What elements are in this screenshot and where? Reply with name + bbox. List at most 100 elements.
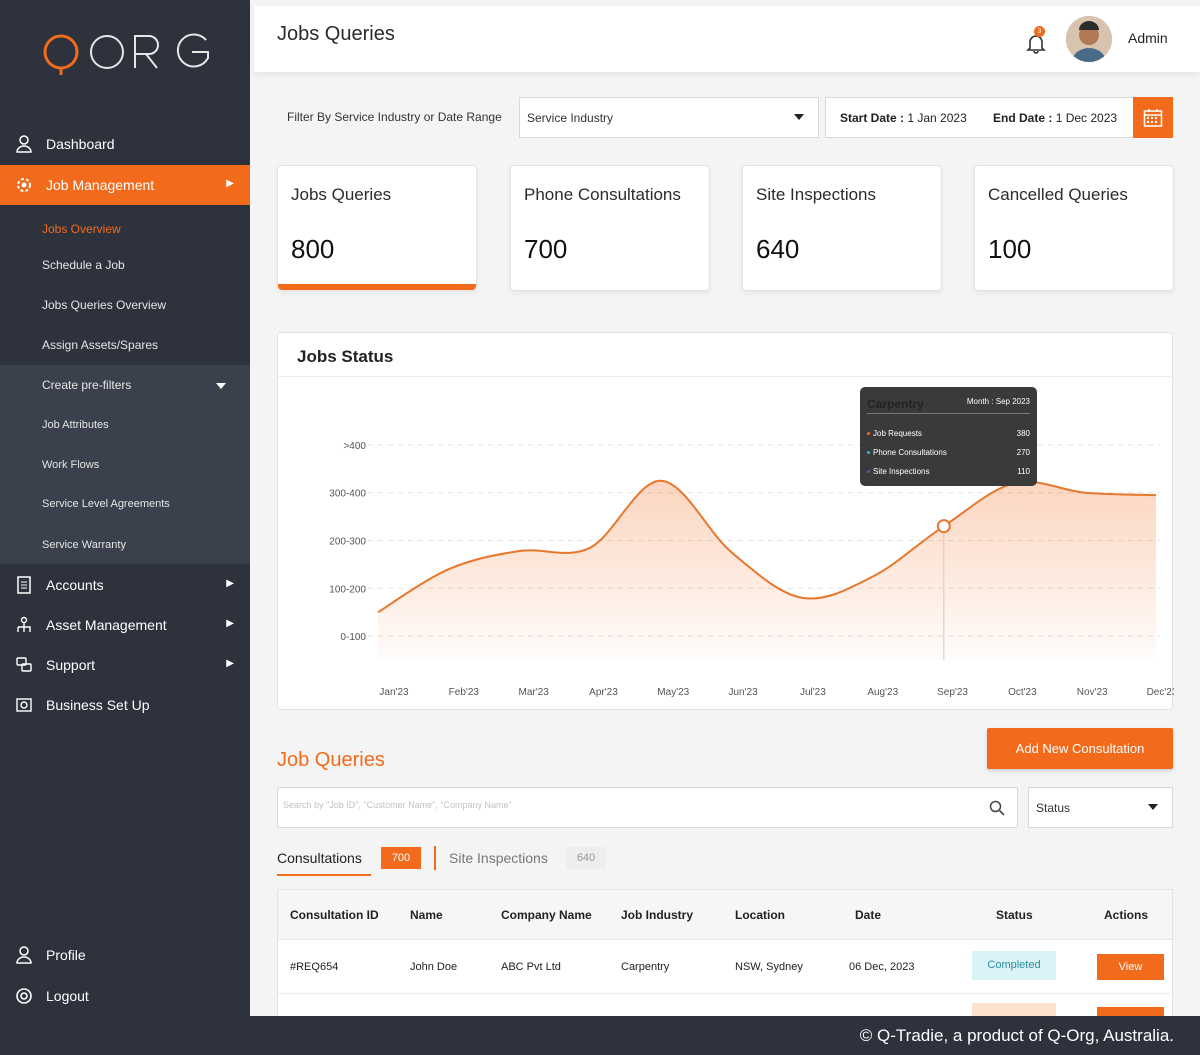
x-tick-label: Jul'23	[800, 687, 826, 698]
user-icon	[14, 134, 34, 154]
x-tick-label: Jun'23	[729, 687, 759, 698]
sidebar-item-label: Profile	[46, 947, 86, 963]
x-tick-label: May'23	[657, 687, 689, 698]
x-tick-label: Mar'23	[519, 687, 550, 698]
tooltip-month: Month : Sep 2023	[966, 397, 1030, 406]
sidebar-sub-schedule-job[interactable]: Schedule a Job	[42, 258, 125, 272]
tooltip-row-value: 270	[1016, 448, 1030, 457]
support-icon	[14, 655, 34, 675]
column-header: Consultation ID	[290, 908, 379, 922]
caret-down-icon	[1148, 804, 1158, 810]
sidebar-sub-service-warranty[interactable]: Service Warranty	[42, 539, 126, 551]
tooltip-row-value: 110	[1017, 467, 1030, 476]
count-badge: 700	[381, 847, 421, 869]
column-header: Location	[735, 908, 785, 922]
avatar[interactable]	[1066, 16, 1112, 62]
cell-industry: Carpentry	[621, 961, 670, 973]
x-tick-label: Feb'23	[449, 687, 480, 698]
stat-card-cancelled-queries[interactable]: Cancelled Queries 100	[974, 165, 1174, 291]
cell-id: #REQ654	[290, 961, 339, 973]
sidebar-item-profile[interactable]: Profile	[0, 935, 250, 975]
sidebar-item-accounts[interactable]: Accounts ▶	[0, 565, 250, 605]
sidebar-item-logout[interactable]: Logout	[0, 976, 250, 1016]
service-industry-select[interactable]: Service Industry	[519, 97, 819, 138]
sidebar-item-label: Business Set Up	[46, 697, 150, 713]
chart-tooltip: Carpentry Month : Sep 2023 Job Requests …	[860, 387, 1037, 486]
sidebar-sub-work-flows[interactable]: Work Flows	[42, 459, 100, 471]
notification-badge: 3	[1034, 26, 1045, 37]
table-row[interactable]: #REQ654 John Doe ABC Pvt Ltd Carpentry N…	[278, 940, 1172, 994]
power-icon	[14, 986, 34, 1006]
date-range-field[interactable]: Start Date : 1 Jan 2023 End Date : 1 Dec…	[825, 97, 1135, 138]
tab-consultations[interactable]: Consultations	[277, 850, 362, 866]
chart-title: Jobs Status	[297, 347, 394, 366]
chevron-right-icon: ▶	[226, 578, 234, 589]
tooltip-row: Phone Consultations 270	[867, 448, 1030, 457]
series-dot	[867, 451, 870, 455]
column-header: Job Industry	[621, 908, 694, 922]
sidebar-sub-sla[interactable]: Service Level Agreements	[42, 498, 170, 510]
tooltip-category: Carpentry	[867, 397, 924, 411]
view-button[interactable]	[1097, 1007, 1164, 1016]
highlight-point	[936, 519, 951, 534]
section-title: Job Queries	[277, 749, 385, 771]
count-badge: 640	[566, 847, 606, 869]
sidebar-item-label: Support	[46, 657, 96, 673]
sidebar-item-label: Asset Management	[46, 617, 167, 633]
tab-site-inspections[interactable]: Site Inspections	[449, 850, 548, 866]
sidebar-sub-jobs-queries-overview[interactable]: Jobs Queries Overview	[42, 298, 167, 312]
stat-card-jobs-queries[interactable]: Jobs Queries 800	[277, 165, 477, 291]
sidebar-item-job-management[interactable]: Job Management ▶	[0, 165, 250, 205]
search-input[interactable]	[283, 800, 963, 810]
stat-value: 640	[756, 234, 800, 264]
calendar-icon	[1143, 108, 1163, 127]
stat-card-site-inspections[interactable]: Site Inspections 640	[742, 165, 942, 291]
cell-name: John Doe	[410, 961, 458, 973]
x-tick-label: Dec'23	[1147, 687, 1174, 698]
y-tick-label: >400	[343, 441, 366, 452]
cell-company: ABC Pvt Ltd	[501, 961, 561, 973]
sidebar-sub-jobs-overview[interactable]: Jobs Overview	[42, 222, 121, 236]
cell-location: NSW, Sydney	[735, 961, 803, 973]
stat-card-phone-consultations[interactable]: Phone Consultations 700	[510, 165, 710, 291]
y-tick-label: 200-300	[329, 537, 366, 548]
tooltip-row: Job Requests 380	[867, 429, 1030, 438]
active-tab-underline	[277, 874, 371, 876]
search-icon[interactable]	[989, 800, 1005, 816]
calendar-button[interactable]	[1133, 97, 1173, 138]
active-indicator	[278, 284, 476, 290]
sidebar-sub-assign-assets[interactable]: Assign Assets/Spares	[42, 338, 159, 352]
gear-icon	[14, 175, 34, 195]
jobs-status-chart: Jobs Status >400 300-400 200-300 100-200 0-1…	[277, 332, 1174, 710]
status-select[interactable]: Status	[1028, 787, 1173, 828]
sidebar-sub-job-attributes[interactable]: Job Attributes	[42, 419, 109, 431]
page-title: Jobs Queries	[277, 23, 395, 45]
sidebar-item-business-setup[interactable]: Business Set Up	[0, 685, 250, 725]
network-icon	[14, 615, 34, 635]
tooltip-row: Site Inspections 110	[867, 467, 1030, 476]
area-fill	[378, 480, 1156, 660]
chart-divider	[278, 376, 1172, 377]
view-button[interactable]: View	[1097, 954, 1164, 980]
stat-label: Phone Consultations	[524, 185, 681, 204]
qorg-logo	[43, 33, 209, 75]
y-tick-label: 0-100	[340, 632, 366, 643]
sidebar-sub-create-prefilters[interactable]: Create pre-filters	[42, 378, 132, 392]
sidebar-item-support[interactable]: Support ▶	[0, 645, 250, 685]
user-name[interactable]: Admin	[1128, 30, 1168, 46]
add-new-consultation-button[interactable]: Add New Consultation	[987, 728, 1173, 769]
status-badge: Completed	[972, 951, 1056, 980]
sidebar-item-label: Logout	[46, 988, 89, 1004]
column-header: Status	[996, 908, 1033, 922]
sidebar-item-asset-management[interactable]: Asset Management ▶	[0, 605, 250, 645]
select-value: Service Industry	[527, 111, 614, 125]
select-value: Status	[1036, 801, 1071, 815]
sidebar-item-label: Dashboard	[46, 136, 115, 152]
sidebar-item-dashboard[interactable]: Dashboard	[0, 124, 250, 164]
x-tick-label: Jan'23	[379, 687, 409, 698]
table-header: Consultation ID Name Company Name Job In…	[278, 890, 1172, 940]
column-header: Date	[855, 908, 882, 922]
caret-down-icon[interactable]	[216, 383, 226, 389]
search-field[interactable]	[277, 787, 1018, 828]
end-date: End Date : 1 Dec 2023	[993, 111, 1117, 125]
